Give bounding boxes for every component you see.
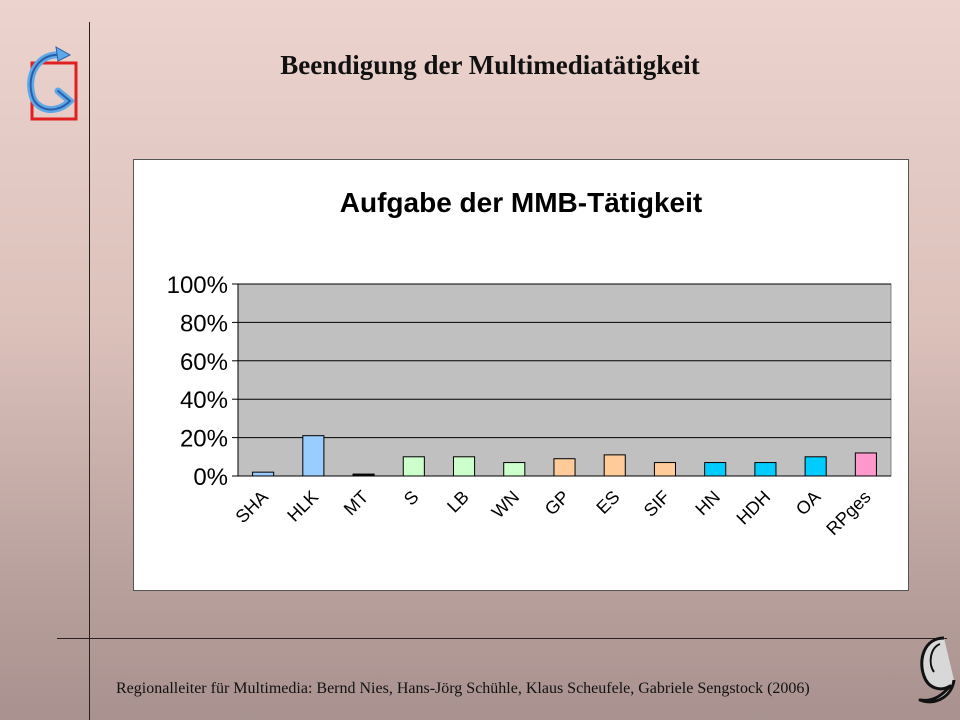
bar-s <box>402 456 425 477</box>
y-tick-label: 100% <box>167 272 228 299</box>
horizontal-divider-line <box>57 638 947 639</box>
x-tick-label: OA <box>792 487 825 520</box>
corner-emblem-icon <box>918 636 956 704</box>
y-tick-label: 60% <box>180 349 228 376</box>
bar-es <box>603 454 626 477</box>
bar-wn <box>503 462 526 477</box>
x-tick-label: RPges <box>822 487 874 539</box>
x-tick-label: GP <box>541 487 574 520</box>
x-tick-label: HDH <box>733 487 775 529</box>
chart-title: Aufgabe der MMB-Tätigkeit <box>340 187 702 218</box>
bar-rpges <box>854 452 877 477</box>
vertical-divider-line <box>89 22 90 720</box>
bar-oa <box>804 456 827 477</box>
brand-logo-icon <box>27 46 78 121</box>
bar-hn <box>704 462 727 477</box>
x-tick-label: MT <box>340 487 373 520</box>
x-tick-label: ES <box>592 487 623 518</box>
bar-sha <box>252 471 275 477</box>
bar-chart: Aufgabe der MMB-Tätigkeit 0% 20% 40% 60% 80%… <box>167 187 892 539</box>
x-tick-label: SHA <box>232 487 272 527</box>
plot-area <box>237 283 892 477</box>
x-tick-label: WN <box>488 487 523 522</box>
bar-sif <box>653 462 677 477</box>
bar-hdh <box>754 462 777 477</box>
y-tick-label: 0% <box>193 464 228 491</box>
y-tick-label: 40% <box>180 387 228 414</box>
y-tick-label: 20% <box>180 426 228 453</box>
chart-panel: Aufgabe der MMB-Tätigkeit 0% 20% 40% 60% 80%… <box>133 159 909 591</box>
x-tick-label: HN <box>691 487 724 520</box>
bar-gp <box>553 458 576 477</box>
x-tick-label: LB <box>443 487 473 517</box>
y-tick-label: 80% <box>180 310 228 337</box>
bar-hlk <box>302 435 325 477</box>
slide-title: Beendigung der Multimediatätigkeit <box>280 50 700 80</box>
x-tick-label: SIF <box>640 487 674 521</box>
x-tick-label: S <box>400 487 423 510</box>
x-tick-label: HLK <box>283 487 322 526</box>
bar-lb <box>452 456 476 477</box>
footer-credits: Regionalleiter für Multimedia: Bernd Nie… <box>116 680 810 697</box>
bar-mt <box>352 473 375 477</box>
